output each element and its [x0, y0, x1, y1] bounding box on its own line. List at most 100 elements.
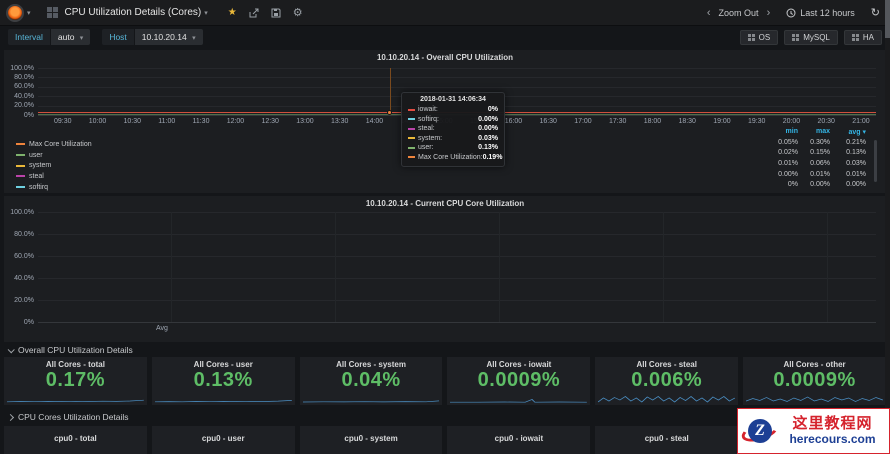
stat-value: 0.006% [631, 369, 703, 391]
stat-title[interactable]: cpu0 - system [344, 434, 398, 443]
dashboard-title[interactable]: CPU Utilization Details (Cores) [64, 7, 202, 18]
stat-title[interactable]: All Cores - system [336, 360, 406, 369]
stat-panel-all-cores-total: All Cores - total 0.17% [4, 357, 147, 405]
stat-panel-all-cores-iowait: All Cores - iowait 0.0009% [447, 357, 591, 405]
stat-value: 0.0009% [477, 369, 561, 391]
legend-item[interactable]: softirq [16, 182, 92, 193]
stat-value: 0.04% [341, 369, 401, 391]
sparkline [598, 395, 736, 403]
chevron-right-icon [6, 413, 15, 421]
stat-title[interactable]: cpu0 - total [54, 434, 97, 443]
scrollbar-thumb[interactable] [885, 0, 890, 38]
series-color-swatch [408, 108, 415, 111]
tooltip-series-name: Max Core Utilization: [418, 153, 483, 161]
legend-value: 0.05% [778, 138, 798, 146]
y-tick-label: 60.0% [14, 83, 34, 91]
sparkline [7, 399, 144, 403]
share-icon[interactable] [249, 8, 259, 18]
grafana-logo-icon[interactable] [6, 3, 24, 22]
hover-crosshair [390, 68, 391, 115]
interval-select[interactable]: auto ▾ [50, 29, 91, 45]
series-color-swatch [408, 137, 415, 140]
stat-panel-all-cores-user: All Cores - user 0.13% [151, 357, 295, 405]
series-color-swatch [16, 164, 25, 167]
stat-title[interactable]: All Cores - iowait [486, 360, 552, 369]
legend-scrollbar[interactable] [874, 140, 877, 182]
tooltip-series-value: 0% [487, 106, 498, 114]
stat-title[interactable]: cpu0 - iowait [494, 434, 544, 443]
host-label: Host [102, 29, 134, 45]
time-range-picker[interactable]: Last 12 hours [786, 8, 855, 18]
stat-value: 0.17% [45, 369, 106, 391]
legend-item[interactable]: steal [16, 171, 92, 182]
stat-title[interactable]: All Cores - steal [636, 360, 697, 369]
legend-value: 0.00% [810, 181, 830, 189]
legend-value: 0.06% [810, 160, 830, 168]
sparkline [302, 400, 440, 403]
graph-tooltip: 2018-01-31 14:06:34 iowait: 0% softirq: 0.… [401, 92, 505, 167]
y-tick-label: 80.0% [14, 230, 34, 238]
dashboard-grid-icon[interactable] [46, 7, 58, 18]
save-icon[interactable] [271, 8, 281, 18]
y-tick-label: 0% [23, 111, 34, 119]
legend-item[interactable]: system [16, 160, 92, 171]
dashboard-icon [792, 33, 800, 41]
stat-panel-all-cores-other: All Cores - other 0.0009% [743, 357, 886, 405]
row-toggle-overall-details[interactable]: Overall CPU Utilization Details [7, 345, 133, 355]
zoom-out-left-icon[interactable]: ‹ [706, 6, 711, 19]
clock-icon [786, 8, 796, 17]
stat-title[interactable]: All Cores - total [45, 360, 105, 369]
dashboard-icon [747, 33, 755, 41]
x-tick-label: Avg [156, 325, 168, 332]
panel-overall-cpu-utilization: 10.10.20.14 - Overall CPU Utilization 10… [4, 50, 886, 193]
chevron-down-icon[interactable]: ▾ [27, 9, 31, 17]
stat-value: 0.13% [193, 369, 253, 391]
top-navbar: ▾ CPU Utilization Details (Cores) ▾ ★ ⚙ … [0, 0, 890, 26]
sparkline [746, 396, 883, 402]
legend-item[interactable]: Max Core Utilization [16, 139, 92, 150]
chevron-down-icon: ▾ [79, 35, 84, 42]
refresh-icon[interactable]: ↻ [870, 7, 880, 19]
stat-value: 0.0009% [773, 369, 856, 391]
zoom-out-right-icon[interactable]: › [766, 6, 771, 19]
stat-panel-cpu0-total: cpu0 - total [4, 426, 147, 454]
dashboard-link-os[interactable]: OS [739, 29, 779, 45]
tooltip-series-name: user: [418, 144, 434, 152]
legend-stats-table: min max avg ▾ 0.05% 0.30% 0.21% 0.02% 0.15%… [766, 128, 866, 192]
legend-col-max[interactable]: max [815, 128, 830, 135]
chevron-down-icon[interactable]: ▾ [204, 9, 208, 17]
stat-title[interactable]: All Cores - user [193, 360, 253, 369]
y-tick-label: 40.0% [14, 92, 34, 100]
series-color-swatch [16, 186, 25, 189]
y-tick-label: 0% [23, 318, 34, 326]
dashboard-link-mysql[interactable]: MySQL [784, 29, 838, 45]
y-tick-label: 60.0% [14, 252, 34, 260]
legend-col-min[interactable]: min [785, 128, 798, 135]
legend-value: 0.01% [810, 170, 830, 178]
stat-title[interactable]: All Cores - other [783, 360, 846, 369]
legend-value: 0.02% [778, 149, 798, 157]
watermark-logo-letter: Z [748, 419, 772, 443]
y-tick-label: 40.0% [14, 274, 34, 282]
star-icon[interactable]: ★ [227, 7, 237, 18]
series-color-swatch [408, 146, 415, 149]
panel-title[interactable]: 10.10.20.14 - Overall CPU Utilization [376, 53, 514, 62]
site-watermark: Z 这里教程网 herecours.com [737, 408, 890, 454]
page-scrollbar[interactable] [885, 0, 890, 454]
panel-title[interactable]: 10.10.20.14 - Current CPU Core Utilizati… [365, 199, 525, 208]
legend-item[interactable]: user [16, 150, 92, 161]
legend-col-avg[interactable]: avg ▾ [848, 129, 866, 136]
y-tick-label: 100.0% [10, 208, 34, 216]
series-color-swatch [16, 154, 25, 157]
host-select[interactable]: 10.10.20.14 ▾ [134, 29, 203, 45]
stat-title[interactable]: cpu0 - steal [644, 434, 689, 443]
stat-title[interactable]: cpu0 - user [201, 434, 245, 443]
zoom-out-button[interactable]: Zoom Out [718, 7, 759, 18]
dashboard-link-ha[interactable]: HA [843, 29, 882, 45]
legend-value: 0.15% [810, 149, 830, 157]
row-toggle-cores-details[interactable]: CPU Cores Utilization Details [6, 412, 129, 422]
gear-icon[interactable]: ⚙ [292, 7, 303, 19]
hover-point-marker [387, 109, 392, 115]
legend-value: 0.01% [778, 160, 798, 168]
stat-panel-cpu0-iowait: cpu0 - iowait [447, 426, 591, 454]
